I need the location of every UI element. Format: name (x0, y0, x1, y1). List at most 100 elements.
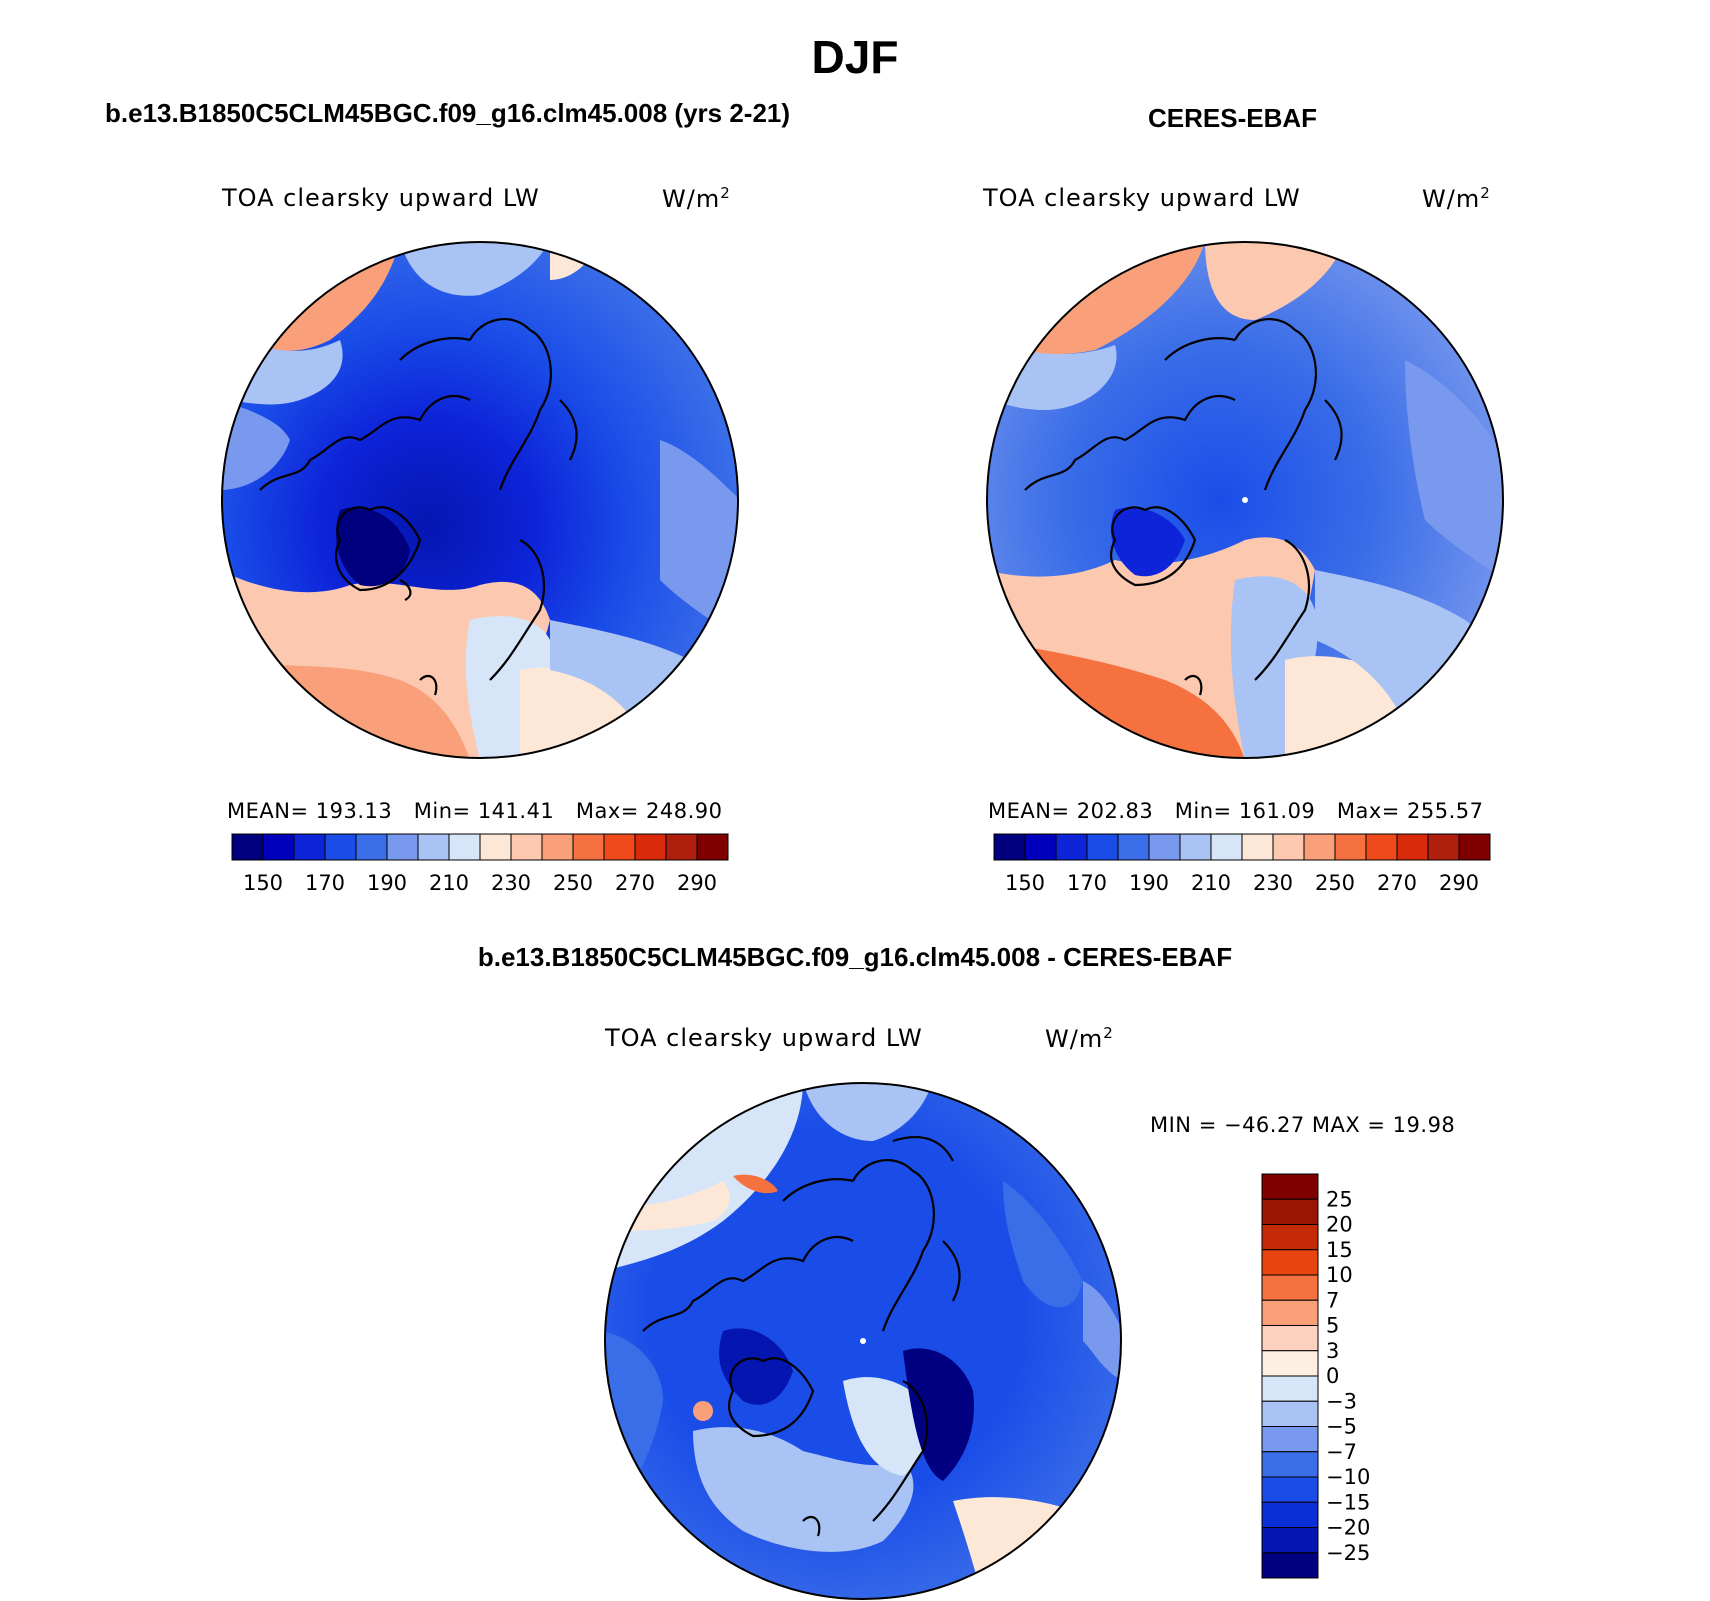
model-polar-map (221, 241, 739, 759)
obs-colorbar-box (1148, 833, 1181, 861)
diff-units-label: W/m2 (1045, 1024, 1114, 1053)
diff-minmax: MIN = −46.27 MAX = 19.98 (1150, 1113, 1456, 1137)
model-colorbar-box (448, 833, 481, 861)
obs-units-label: W/m2 (1422, 184, 1491, 213)
obs-colorbar-tick-label: 190 (1129, 871, 1169, 895)
model-colorbar-tick-label: 230 (491, 871, 531, 895)
model-colorbar-box (634, 833, 667, 861)
obs-colorbar-box (1334, 833, 1367, 861)
model-map-border (221, 241, 739, 759)
diff-colorbar-box (1261, 1426, 1319, 1453)
model-colorbar-box (603, 833, 636, 861)
diff-colorbar-tick-label: −20 (1326, 1516, 1370, 1540)
diff-colorbar-box (1261, 1325, 1319, 1352)
obs-panel-title: CERES-EBAF (1148, 103, 1318, 133)
diff-colorbar-box (1261, 1173, 1319, 1200)
diff-colorbar-box (1261, 1198, 1319, 1225)
diff-variable-label: TOA clearsky upward LW (605, 1024, 923, 1052)
diff-colorbar-tick-label: −5 (1326, 1415, 1357, 1439)
model-variable-label: TOA clearsky upward LW (222, 184, 540, 212)
model-colorbar-tick-label: 190 (367, 871, 407, 895)
diff-colorbar-tick-label: 3 (1326, 1339, 1339, 1363)
model-colorbar-tick-label: 290 (677, 871, 717, 895)
obs-colorbar-tick-label: 290 (1439, 871, 1479, 895)
diff-colorbar-box (1261, 1350, 1319, 1377)
obs-colorbar-box (1210, 833, 1243, 861)
diff-colorbar-box (1261, 1527, 1319, 1554)
obs-colorbar-box (1458, 833, 1491, 861)
diff-polar-map (604, 1082, 1122, 1600)
obs-colorbar-box (1427, 833, 1460, 861)
model-colorbar-box (231, 833, 264, 861)
diff-colorbar-tick-label: 20 (1326, 1213, 1353, 1237)
model-colorbar-box (510, 833, 543, 861)
obs-colorbar-box (1241, 833, 1274, 861)
diff-colorbar-box (1261, 1451, 1319, 1478)
obs-colorbar-tick-label: 170 (1067, 871, 1107, 895)
model-colorbar-box (417, 833, 450, 861)
diff-colorbar-tick-label: 25 (1326, 1187, 1353, 1211)
obs-colorbar-box (1179, 833, 1212, 861)
diff-colorbar-box (1261, 1501, 1319, 1528)
obs-region-greenland-cold (1111, 507, 1185, 577)
model-units-label: W/m2 (662, 184, 731, 213)
diff-colorbar-box (1261, 1299, 1319, 1326)
model-colorbar-box (479, 833, 512, 861)
diff-colorbar-tick-label: −25 (1326, 1541, 1370, 1565)
diff-region-barents-cold (903, 1348, 974, 1481)
diff-colorbar-tick-label: −10 (1326, 1465, 1370, 1489)
diff-colorbar-box (1261, 1274, 1319, 1301)
diff-colorbar-box (1261, 1476, 1319, 1503)
figure-title: DJF (811, 31, 899, 83)
obs-colorbar-tick-label: 250 (1315, 871, 1355, 895)
model-colorbar: 150 170 190 210 230 250 270 290 (231, 833, 729, 895)
model-colorbar-box (541, 833, 574, 861)
obs-variable-label: TOA clearsky upward LW (983, 184, 1301, 212)
obs-pole-dot (1242, 497, 1248, 503)
diff-colorbar-tick-label: 5 (1326, 1314, 1339, 1338)
diff-colorbar-box (1261, 1249, 1319, 1276)
model-colorbar-box (293, 833, 326, 861)
diff-colorbar-tick-label: 15 (1326, 1238, 1353, 1262)
model-colorbar-tick-label: 150 (243, 871, 283, 895)
diff-colorbar-tick-label: −7 (1326, 1440, 1357, 1464)
model-region-greenland-cold (336, 507, 410, 587)
diff-colorbar-tick-label: 0 (1326, 1364, 1339, 1388)
model-colorbar-box (696, 833, 729, 861)
obs-colorbar-box (1303, 833, 1336, 861)
obs-colorbar-tick-label: 230 (1253, 871, 1293, 895)
obs-colorbar-box (1024, 833, 1057, 861)
model-colorbar-box (262, 833, 295, 861)
obs-colorbar-tick-label: 210 (1191, 871, 1231, 895)
diff-colorbar-tick-label: 10 (1326, 1263, 1353, 1287)
diff-pole-dot (860, 1338, 866, 1344)
model-colorbar-tick-label: 210 (429, 871, 469, 895)
obs-colorbar-box (1272, 833, 1305, 861)
diff-colorbar-box (1261, 1552, 1319, 1579)
obs-stats: MEAN= 202.83 Min= 161.09 Max= 255.57 (988, 799, 1484, 823)
model-colorbar-tick-label: 170 (305, 871, 345, 895)
diff-colorbar-tick-label: 7 (1326, 1288, 1339, 1312)
obs-colorbar-box (1055, 833, 1088, 861)
obs-colorbar-box (1396, 833, 1429, 861)
obs-colorbar: 150 170 190 210 230 250 270 290 (993, 833, 1491, 895)
model-colorbar-tick-label: 250 (553, 871, 593, 895)
diff-panel-title: b.e13.B1850C5CLM45BGC.f09_g16.clm45.008 … (477, 942, 1233, 972)
obs-map-border (986, 241, 1504, 759)
diff-region-north-atlantic (693, 1427, 914, 1552)
diff-colorbar-tick-label: −15 (1326, 1490, 1370, 1514)
model-colorbar-box (572, 833, 605, 861)
model-colorbar-box (665, 833, 698, 861)
model-stats: MEAN= 193.13 Min= 141.41 Max= 248.90 (227, 799, 723, 823)
obs-colorbar-box (993, 833, 1026, 861)
obs-colorbar-tick-label: 150 (1005, 871, 1045, 895)
diff-colorbar-box (1261, 1400, 1319, 1427)
model-colorbar-box (386, 833, 419, 861)
obs-colorbar-tick-label: 270 (1377, 871, 1417, 895)
obs-colorbar-box (1117, 833, 1150, 861)
model-colorbar-tick-label: 270 (615, 871, 655, 895)
diff-colorbar-tick-label: −3 (1326, 1389, 1357, 1413)
obs-colorbar-box (1365, 833, 1398, 861)
obs-colorbar-box (1086, 833, 1119, 861)
